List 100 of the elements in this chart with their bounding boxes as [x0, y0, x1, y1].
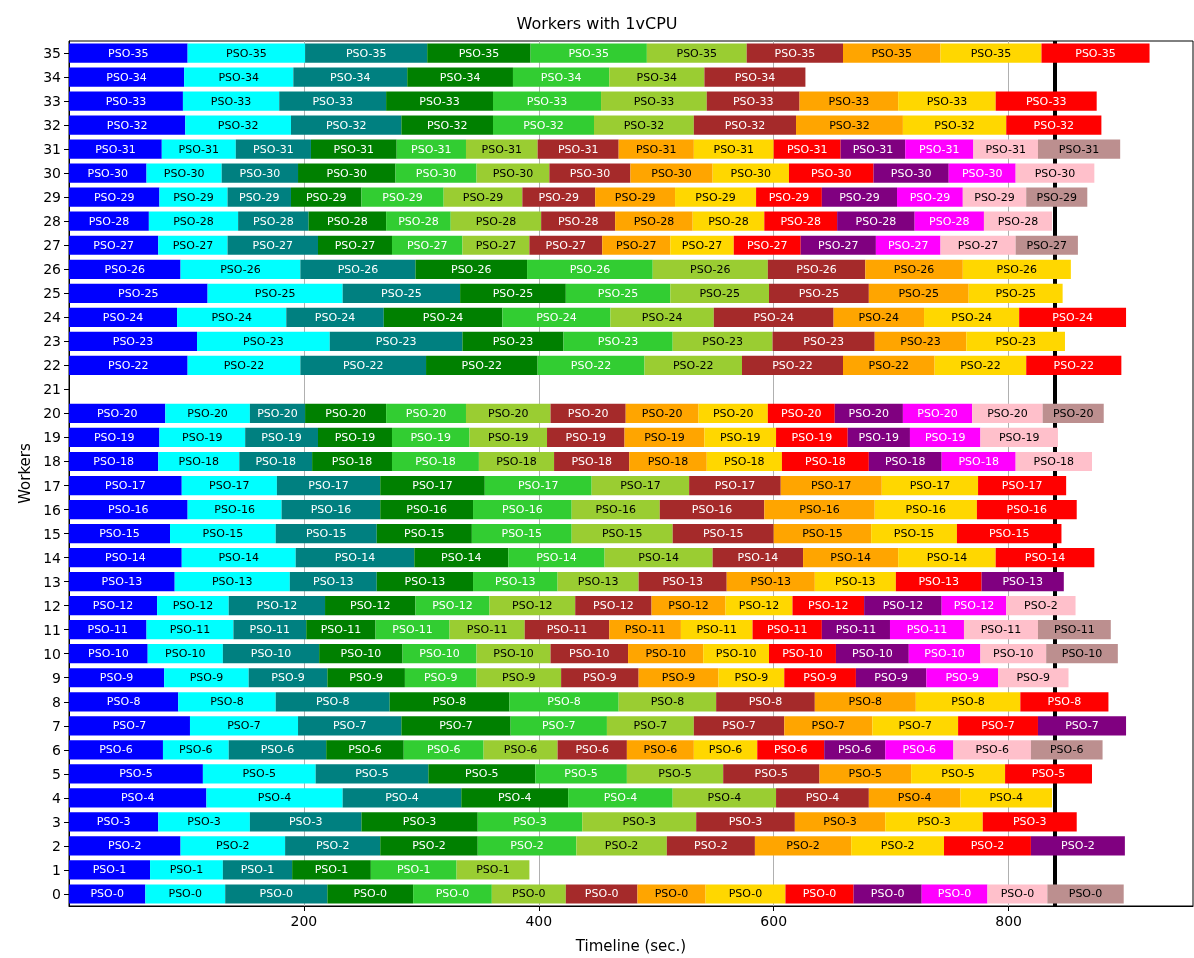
- bar: [174, 572, 290, 592]
- data-label: PSO-30: [1034, 166, 1076, 180]
- bar: [170, 523, 276, 544]
- data-label: PSO-12: [593, 599, 634, 613]
- data-label: PSO-23: [375, 334, 417, 348]
- data-label: PSO-13: [101, 575, 143, 589]
- bar: [187, 355, 301, 375]
- data-label: PSO-0: [353, 887, 388, 901]
- bar: [329, 331, 463, 351]
- data-label: PSO-9: [502, 671, 536, 685]
- bar: [290, 115, 402, 135]
- bar: [898, 547, 996, 568]
- data-label: PSO-12: [349, 599, 391, 613]
- data-label: PSO-22: [1053, 358, 1095, 372]
- bar: [606, 716, 694, 736]
- data-label: PSO-2: [1024, 599, 1058, 613]
- data-label: PSO-28: [929, 214, 970, 228]
- data-label: PSO-1: [396, 863, 431, 877]
- y-tick-label: 12: [43, 597, 61, 614]
- data-label: PSO-18: [571, 454, 612, 468]
- bar: [898, 91, 996, 111]
- data-label: PSO-29: [538, 190, 580, 204]
- bar: [389, 692, 510, 712]
- y-tick-label: 4: [52, 789, 62, 806]
- data-label: PSO-0: [1000, 887, 1035, 901]
- bar: [868, 788, 961, 808]
- bar: [819, 764, 912, 784]
- y-tick-label: 2: [52, 837, 61, 854]
- data-label: PSO-25: [381, 286, 422, 300]
- data-label: PSO-19: [261, 430, 302, 444]
- bar: [285, 836, 381, 856]
- bar: [582, 812, 697, 832]
- bar: [69, 812, 159, 832]
- data-label: PSO-8: [1047, 695, 1082, 709]
- data-label: PSO-19: [719, 430, 761, 444]
- bar: [966, 331, 1065, 351]
- bar: [746, 43, 843, 63]
- data-label: PSO-31: [178, 142, 220, 156]
- bar: [723, 764, 820, 784]
- data-label: PSO-29: [839, 190, 880, 204]
- data-label: PSO-32: [1033, 118, 1075, 132]
- data-label: PSO-14: [441, 551, 482, 565]
- data-label: PSO-32: [106, 118, 148, 132]
- bar: [460, 283, 566, 303]
- bar: [69, 547, 182, 568]
- bar: [69, 139, 162, 159]
- data-label: PSO-27: [887, 238, 929, 252]
- data-label: PSO-19: [93, 430, 135, 444]
- bar: [535, 764, 627, 784]
- data-label: PSO-7: [541, 719, 576, 733]
- data-label: PSO-5: [941, 767, 975, 781]
- bar: [279, 91, 387, 111]
- data-label: PSO-33: [526, 94, 568, 108]
- data-label: PSO-33: [210, 94, 252, 108]
- bar: [785, 884, 854, 904]
- data-label: PSO-20: [487, 406, 529, 420]
- y-tick-label: 17: [43, 477, 61, 494]
- data-label: PSO-3: [187, 815, 221, 829]
- data-label: PSO-28: [88, 214, 130, 228]
- bar: [275, 523, 377, 544]
- data-label: PSO-27: [616, 238, 657, 252]
- bar: [776, 788, 869, 808]
- data-label: PSO-33: [1025, 94, 1067, 108]
- bar: [69, 764, 203, 784]
- bar: [637, 884, 706, 904]
- data-label: PSO-11: [546, 623, 588, 637]
- data-label: PSO-6: [708, 743, 743, 757]
- y-tick-label: 13: [43, 573, 61, 590]
- data-label: PSO-18: [724, 454, 765, 468]
- bar: [184, 67, 294, 87]
- data-label: PSO-29: [239, 190, 280, 204]
- data-label: PSO-6: [99, 743, 133, 757]
- data-label: PSO-17: [909, 479, 951, 493]
- bar: [145, 884, 226, 904]
- data-label: PSO-25: [492, 286, 534, 300]
- data-label: PSO-35: [108, 46, 149, 60]
- data-label: PSO-10: [1061, 647, 1103, 661]
- data-label: PSO-25: [699, 286, 740, 300]
- data-label: PSO-18: [1033, 454, 1075, 468]
- data-label: PSO-10: [419, 647, 460, 661]
- data-label: PSO-31: [333, 142, 375, 156]
- y-tick-label: 3: [52, 813, 61, 830]
- y-tick-label: 16: [43, 501, 62, 518]
- data-label: PSO-4: [707, 791, 742, 805]
- data-label: PSO-5: [119, 767, 153, 781]
- data-label: PSO-11: [169, 623, 211, 637]
- bar: [911, 764, 1006, 784]
- data-label: PSO-22: [108, 358, 149, 372]
- data-label: PSO-28: [633, 214, 675, 228]
- data-label: PSO-30: [730, 166, 772, 180]
- bar: [794, 812, 886, 832]
- data-label: PSO-27: [818, 238, 859, 252]
- data-label: PSO-33: [105, 94, 147, 108]
- data-label: PSO-0: [870, 887, 905, 901]
- data-label: PSO-29: [93, 190, 135, 204]
- data-label: PSO-10: [88, 647, 129, 661]
- data-label: PSO-11: [624, 623, 666, 637]
- data-label: PSO-7: [227, 719, 261, 733]
- data-label: PSO-7: [633, 719, 668, 733]
- bar: [591, 475, 690, 496]
